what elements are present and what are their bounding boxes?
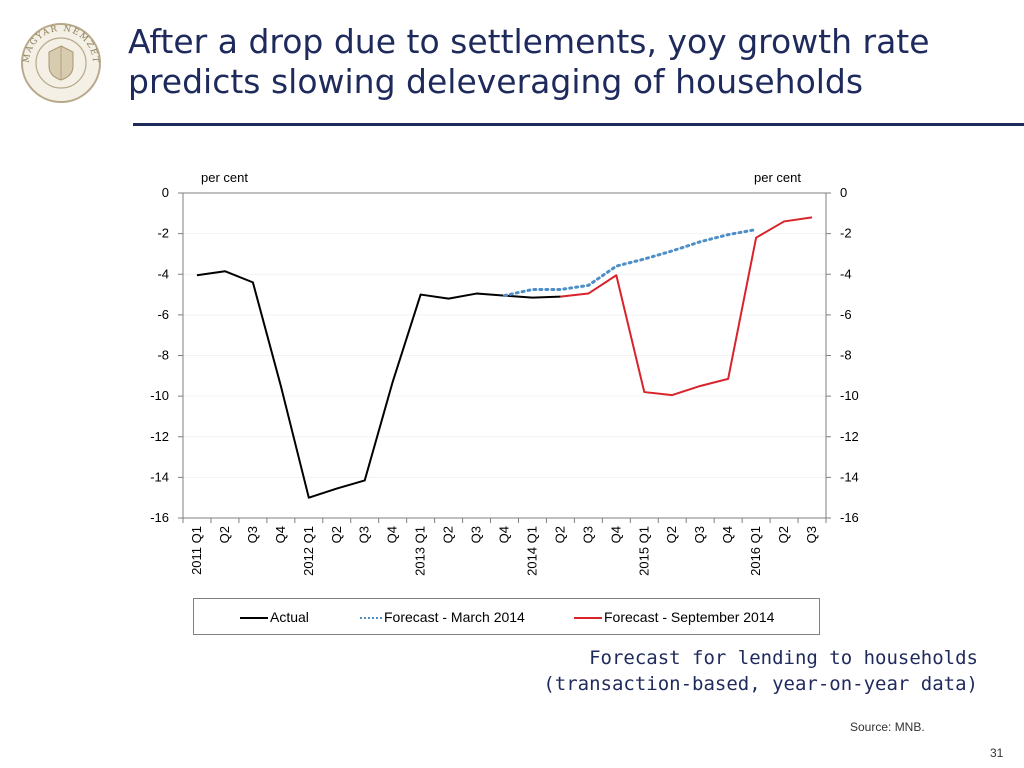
x-axis-ticks: 2011 Q1 Q2 Q3 Q4 2012 Q1 Q2 Q3 Q4 2013 Q1 Q2 Q3 Q4 2… [182, 518, 827, 576]
y-tick-label-right: 0 [840, 185, 847, 200]
x-tick-label: Q4 [273, 526, 288, 543]
y-tick-label-right: -14 [840, 469, 859, 484]
x-tick-label: 2015 Q1 [636, 526, 651, 576]
chart-caption: Forecast for lending to households (tran… [543, 645, 978, 697]
x-tick-label: Q2 [329, 526, 344, 543]
right-axis-unit: per cent [754, 170, 801, 185]
title-line-1: After a drop due to settlements, yoy gro… [128, 22, 930, 61]
legend-swatch-forecast-september [574, 617, 602, 619]
y-tick-label-left: -10 [150, 388, 169, 403]
title-underline [133, 123, 1024, 126]
gridlines [183, 233, 826, 478]
x-tick-label: Q3 [245, 526, 260, 543]
y-tick-label-right: -4 [840, 266, 852, 281]
page-number: 31 [990, 746, 1004, 760]
y-tick-label-right: -12 [840, 429, 859, 444]
x-tick-label: 2012 Q1 [301, 526, 316, 576]
right-axis-ticks: 0 -2 -4 -6 -8 -10 -12 -14 -16 [826, 185, 859, 525]
mnb-logo: MAGYAR NEMZETI BANK [20, 22, 101, 103]
x-tick-label: 2014 Q1 [524, 526, 539, 576]
legend-label-actual: Actual [270, 609, 309, 625]
x-tick-label: Q3 [357, 526, 372, 543]
y-tick-label-right: -2 [840, 226, 852, 241]
y-tick-label-right: -8 [840, 348, 852, 363]
legend-label-forecast-march: Forecast - March 2014 [384, 609, 525, 625]
x-tick-label: Q2 [441, 526, 456, 543]
caption-line-2: (transaction-based, year-on-year data) [543, 673, 978, 695]
source-note: Source: MNB. [850, 720, 925, 734]
title-line-2: predicts slowing deleveraging of househo… [128, 62, 864, 101]
y-tick-label-left: -8 [157, 348, 169, 363]
series-forecast-march-2014 [503, 228, 758, 298]
chart-legend: Actual Forecast - March 2014 Forecast - … [193, 598, 820, 635]
y-tick-label-left: -16 [150, 510, 169, 525]
x-tick-label: Q4 [720, 526, 735, 543]
left-axis-unit: per cent [201, 170, 248, 185]
legend-label-forecast-september: Forecast - September 2014 [604, 609, 775, 625]
x-tick-label: Q3 [804, 526, 819, 543]
y-tick-label-left: -6 [157, 307, 169, 322]
x-tick-label: Q3 [580, 526, 595, 543]
y-tick-label-left: 0 [162, 185, 169, 200]
y-tick-label-left: -14 [150, 469, 169, 484]
x-tick-label: Q2 [217, 526, 232, 543]
legend-swatch-forecast-march [360, 617, 382, 619]
caption-line-1: Forecast for lending to households [589, 647, 978, 669]
line-chart: per cent per cent 0-2-4-6-8-10-12-14-16 … [150, 170, 859, 576]
y-tick-label-left: -12 [150, 429, 169, 444]
x-tick-label: Q2 [776, 526, 791, 543]
x-tick-label: 2013 Q1 [413, 526, 428, 576]
series-forecast-september-2014 [560, 216, 813, 397]
x-tick-label: Q4 [385, 526, 400, 543]
y-tick-label-right: -10 [840, 388, 859, 403]
x-tick-label: Q3 [692, 526, 707, 543]
y-tick-label-left: -2 [157, 226, 169, 241]
series-actual [196, 270, 561, 499]
x-tick-label: Q3 [469, 526, 484, 543]
legend-swatch-actual [240, 617, 268, 619]
series-lines [196, 216, 813, 499]
x-tick-label: 2011 Q1 [189, 526, 204, 575]
x-tick-label: 2016 Q1 [748, 526, 763, 576]
x-tick-label: Q2 [664, 526, 679, 543]
x-tick-label: Q2 [552, 526, 567, 543]
left-axis-ticks: 0 -2 -4 -6 -8 -10 -12 -14 -16 [150, 185, 183, 525]
page-title: After a drop due to settlements, yoy gro… [128, 22, 988, 102]
y-tick-label-left: -4 [157, 266, 169, 281]
x-tick-label: Q4 [608, 526, 623, 543]
x-tick-label: Q4 [497, 526, 512, 543]
y-tick-label-right: -6 [840, 307, 852, 322]
y-tick-label-right: -16 [840, 510, 859, 525]
